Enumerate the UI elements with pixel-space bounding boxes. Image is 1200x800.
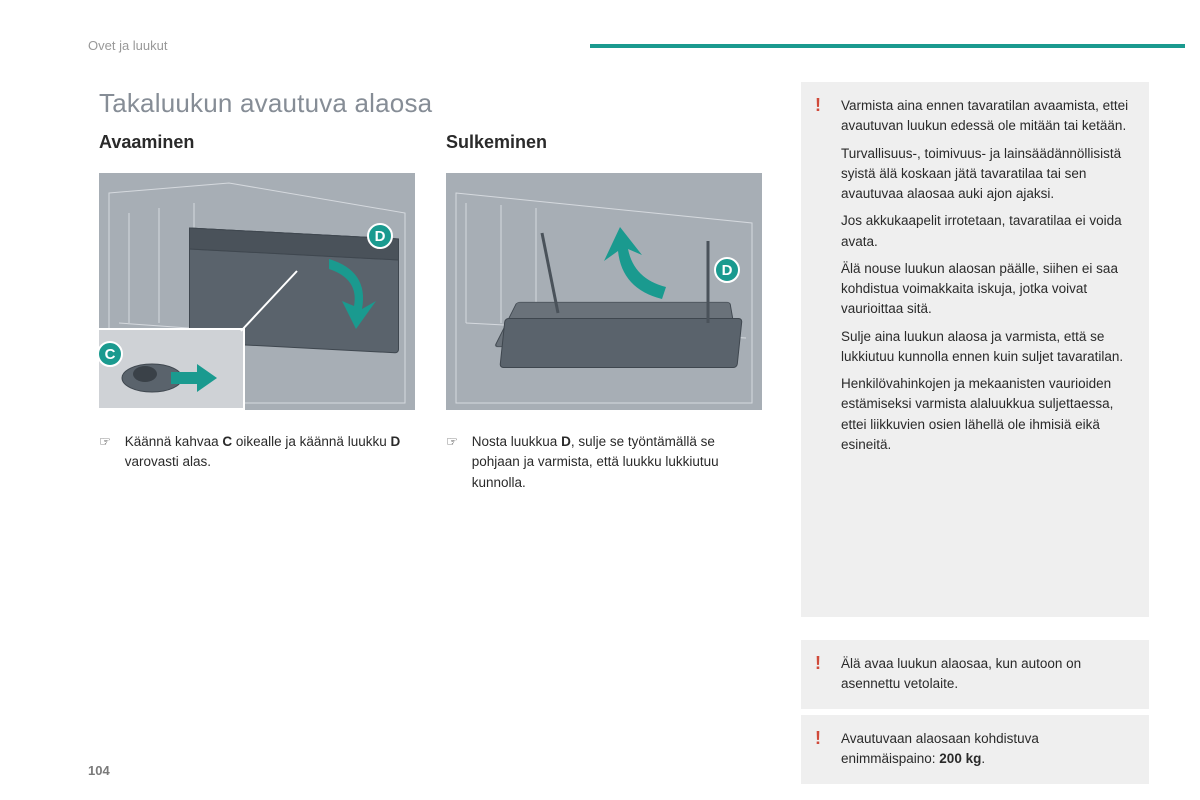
closing-heading: Sulkeminen — [446, 132, 547, 153]
warn-p1: Varmista aina ennen tavaratilan avaamist… — [841, 96, 1131, 137]
header-rule — [590, 44, 1185, 48]
page-title: Takaluukun avautuva alaosa — [99, 88, 432, 119]
warning-icon: ! — [815, 92, 821, 119]
opening-instruction: ☞ Käännä kahvaa C oikealle ja käännä luu… — [99, 432, 415, 473]
opening-text-e: varovasti alas. — [125, 454, 211, 469]
closing-text-a: Nosta luukkua — [472, 434, 561, 449]
callout-line — [219, 243, 339, 363]
opening-text-d-label: D — [390, 434, 400, 449]
warning-tow: ! Älä avaa luukun alaosaa, kun autoon on… — [801, 640, 1149, 709]
closing-instruction: ☞ Nosta luukkua D, sulje se työntämällä … — [446, 432, 762, 493]
warn-p6: Henkilövahinkojen ja mekaanisten vaurioi… — [841, 374, 1131, 455]
warn-p5: Sulje aina luukun alaosa ja varmista, et… — [841, 327, 1131, 368]
label-d-badge: D — [367, 223, 393, 249]
closing-illustration: D — [446, 173, 762, 410]
warn-p4: Älä nouse luukun alaosan päälle, siihen … — [841, 259, 1131, 320]
warning-weight: ! Avautuvaan alaosaan kohdistuva enimmäi… — [801, 715, 1149, 784]
bullet-icon: ☞ — [446, 432, 468, 452]
opening-text-a: Käännä kahvaa — [125, 434, 223, 449]
warn-weight-c: . — [981, 751, 985, 766]
page-number: 104 — [88, 763, 110, 778]
opening-illustration: D C — [99, 173, 415, 410]
warn-p2: Turvallisuus-, toimivuus- ja lainsäädänn… — [841, 144, 1131, 205]
bullet-icon: ☞ — [99, 432, 121, 452]
warning-primary: ! Varmista aina ennen tavaratilan avaami… — [801, 82, 1149, 617]
arrow-up-icon — [594, 221, 684, 311]
opening-heading: Avaaminen — [99, 132, 194, 153]
warn-weight-b: 200 kg — [939, 751, 981, 766]
warning-icon: ! — [815, 650, 821, 677]
arrow-right-icon — [169, 364, 219, 394]
warn-p3: Jos akkukaapelit irrotetaan, tavaratilaa… — [841, 211, 1131, 252]
breadcrumb: Ovet ja luukut — [88, 38, 168, 53]
label-d-badge-closing: D — [714, 257, 740, 283]
closing-text-d-label: D — [561, 434, 571, 449]
warning-icon: ! — [815, 725, 821, 752]
opening-text-c: oikealle ja käännä luukku — [232, 434, 390, 449]
warn-tow-text: Älä avaa luukun alaosaa, kun autoon on a… — [841, 656, 1081, 691]
opening-text-c-label: C — [222, 434, 232, 449]
